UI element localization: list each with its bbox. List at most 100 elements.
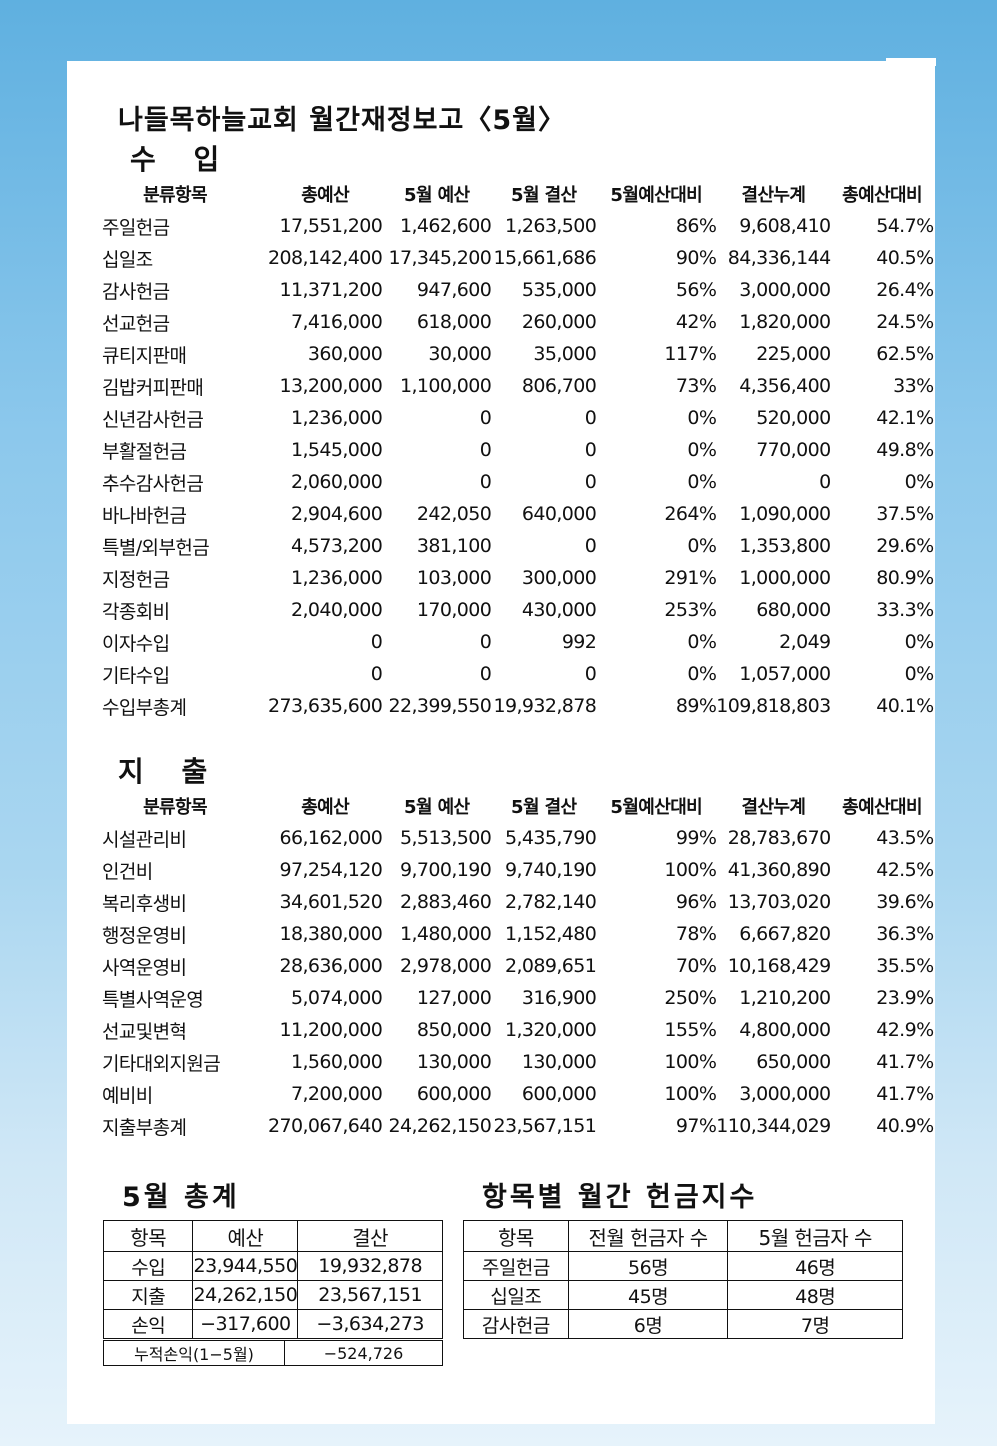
table-row: 복리후생비 34,601,520 2,883,460 2,782,140 96% 13,7… [102,886,934,918]
table-cell: 1,320,000 [504,1019,597,1041]
table-cell: 0% [687,535,717,557]
table-cell: 4,356,400 [739,375,831,397]
row-label: 감사헌금 [102,280,170,303]
table-cell: 0 [479,663,492,685]
table-cell: 0 [584,663,597,685]
row-label: 인건비 [102,860,153,883]
table-cell: 242,050 [416,503,492,525]
income-column-header: 5월예산대비 [610,185,703,206]
table-row: 수입 23,944,550 19,932,878 [102,1251,443,1281]
table-cell: 0 [370,663,383,685]
table-row: 신년감사헌금 1,236,000 0 0 0% 520,000 42.1% [102,402,934,434]
table-cell: 6명 [567,1309,729,1339]
accumulated-profit-label: 누적손익(1−5월) [104,1341,285,1365]
table-cell: 40.1% [876,695,934,717]
row-label: 예비비 [102,1084,153,1107]
table-cell: 84,336,144 [727,247,831,269]
table-cell: 19,932,878 [297,1251,443,1281]
table-row: 기타대외지원금 1,560,000 130,000 130,000 100% 650,00… [102,1046,934,1078]
table-cell: 600,000 [521,1083,597,1105]
table-row: 부활절헌금 1,545,000 0 0 0% 770,000 49.8% [102,434,934,466]
table-cell: 2,089,651 [504,955,597,977]
table-row: 지출부총계 270,067,640 24,262,150 23,567,151 97% 1… [102,1110,934,1142]
table-cell: 5,074,000 [290,987,383,1009]
table-row: 예비비 7,200,000 600,000 600,000 100% 3,000,000 4… [102,1078,934,1110]
table-cell: 23,567,151 [297,1280,443,1310]
table-cell: 4,573,200 [290,535,383,557]
expense-body: 시설관리비 66,162,000 5,513,500 5,435,790 99% 28,7… [102,822,934,1142]
table-row: 감사헌금 11,371,200 947,600 535,000 56% 3,000,000… [102,274,934,306]
table-row: 십일조 208,142,400 17,345,200 15,661,686 90% 84,… [102,242,934,274]
table-row: 지정헌금 1,236,000 103,000 300,000 291% 1,000,000… [102,562,934,594]
table-cell: 11,200,000 [279,1019,383,1041]
row-label: 주일헌금 [102,216,170,239]
row-label: 각종회비 [102,600,170,623]
table-cell: 430,000 [521,599,597,621]
row-label: 지정헌금 [102,568,170,591]
table-cell: 46명 [727,1251,903,1281]
income-heading: 수 입 [130,143,234,176]
table-cell: 0% [904,631,935,653]
table-cell: 7명 [727,1309,903,1339]
table-cell: 3,000,000 [739,1083,831,1105]
table-cell: 9,740,190 [504,859,597,881]
column-header: 결산 [297,1220,443,1252]
table-cell: 96% [675,891,717,913]
table-cell: 42.1% [876,407,934,429]
table-cell: 78% [675,923,717,945]
row-label: 부활절헌금 [102,440,187,463]
income-column-header: 분류항목 [143,185,207,206]
table-cell: 130,000 [416,1051,492,1073]
table-cell: 806,700 [521,375,597,397]
table-cell: 0% [687,439,717,461]
table-cell: 103,000 [416,567,492,589]
table-cell: 17,551,200 [279,215,383,237]
expense-column-header: 5월예산대비 [610,797,703,818]
table-cell: 0 [584,439,597,461]
summary-table: 항목 예산 결산 수입 23,944,550 19,932,878 지출 24,262,150… [102,1220,443,1339]
table-cell: 37.5% [876,503,934,525]
table-cell: 0 [584,407,597,429]
table-row: 선교헌금 7,416,000 618,000 260,000 42% 1,820,000 2… [102,306,934,338]
table-cell: 23,567,151 [493,1115,597,1137]
table-row: 사역운영비 28,636,000 2,978,000 2,089,651 70% 10,1… [102,950,934,982]
table-cell: 66,162,000 [279,827,383,849]
row-label: 큐티지판매 [102,344,187,367]
report-sheet [67,61,935,1424]
table-cell: 62.5% [876,343,934,365]
expense-column-header: 총예산대비 [842,797,922,818]
table-cell: 73% [675,375,717,397]
table-row: 기타수입 0 0 0 0% 1,057,000 0% [102,658,934,690]
table-cell: 1,545,000 [290,439,383,461]
table-cell: 1,560,000 [290,1051,383,1073]
table-cell: 0 [584,535,597,557]
table-cell: 30,000 [428,343,492,365]
summary-body: 항목 예산 결산 수입 23,944,550 19,932,878 지출 24,262,150… [102,1220,443,1339]
table-cell: 100% [664,1051,717,1073]
table-cell: 2,978,000 [399,955,492,977]
row-label: 특별사역운영 [102,988,204,1011]
table-cell: 1,057,000 [739,663,831,685]
table-cell: 109,818,803 [716,695,831,717]
table-row: 주일헌금 56명 46명 [463,1251,903,1281]
row-label: 이자수입 [102,632,170,655]
expense-column-header: 총예산 [301,797,350,818]
table-cell: 208,142,400 [268,247,383,269]
row-label: 손익 [102,1309,194,1339]
table-cell: 170,000 [416,599,492,621]
table-cell: 23.9% [876,987,934,1009]
row-label: 특별/외부헌금 [102,536,210,559]
table-cell: 11,371,200 [279,279,383,301]
table-cell: 40.5% [876,247,934,269]
header-row: 항목 전월 헌금자 수 5월 헌금자 수 [463,1220,903,1252]
table-row: 큐티지판매 360,000 30,000 35,000 117% 225,000 62.5% [102,338,934,370]
table-cell: 1,152,480 [504,923,597,945]
table-cell: 130,000 [521,1051,597,1073]
table-cell: 43.5% [876,827,934,849]
table-cell: 24,262,150 [192,1280,299,1310]
table-cell: 13,703,020 [727,891,831,913]
income-header-row: 분류항목 총예산 5월 예산 5월 결산 5월예산대비 결산누계 총예산대비 [102,178,934,210]
table-cell: 1,000,000 [739,567,831,589]
table-cell: 42.5% [876,859,934,881]
income-column-header: 5월 예산 [404,185,470,206]
